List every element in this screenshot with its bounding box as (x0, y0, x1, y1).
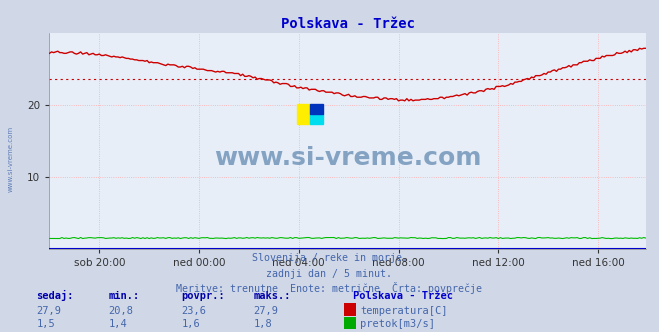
Text: 1,5: 1,5 (36, 319, 55, 329)
Text: www.si-vreme.com: www.si-vreme.com (8, 126, 14, 193)
Text: www.si-vreme.com: www.si-vreme.com (214, 146, 481, 170)
Text: Polskava - Tržec: Polskava - Tržec (353, 291, 453, 301)
Text: min.:: min.: (109, 291, 140, 301)
Text: 1,4: 1,4 (109, 319, 127, 329)
Text: pretok[m3/s]: pretok[m3/s] (360, 319, 436, 329)
Text: maks.:: maks.: (254, 291, 291, 301)
Text: zadnji dan / 5 minut.: zadnji dan / 5 minut. (266, 269, 393, 279)
Text: 27,9: 27,9 (36, 306, 61, 316)
Text: temperatura[C]: temperatura[C] (360, 306, 448, 316)
Text: sedaj:: sedaj: (36, 290, 74, 301)
Text: 27,9: 27,9 (254, 306, 279, 316)
Text: 1,8: 1,8 (254, 319, 272, 329)
Text: Meritve: trenutne  Enote: metrične  Črta: povprečje: Meritve: trenutne Enote: metrične Črta: … (177, 283, 482, 294)
Bar (310, 104, 323, 114)
Title: Polskava - Tržec: Polskava - Tržec (281, 17, 415, 31)
Text: 1,6: 1,6 (181, 319, 200, 329)
Bar (310, 114, 323, 124)
Text: Slovenija / reke in morje.: Slovenija / reke in morje. (252, 253, 407, 263)
Text: 23,6: 23,6 (181, 306, 206, 316)
Text: povpr.:: povpr.: (181, 291, 225, 301)
Bar (297, 104, 310, 124)
Text: 20,8: 20,8 (109, 306, 134, 316)
